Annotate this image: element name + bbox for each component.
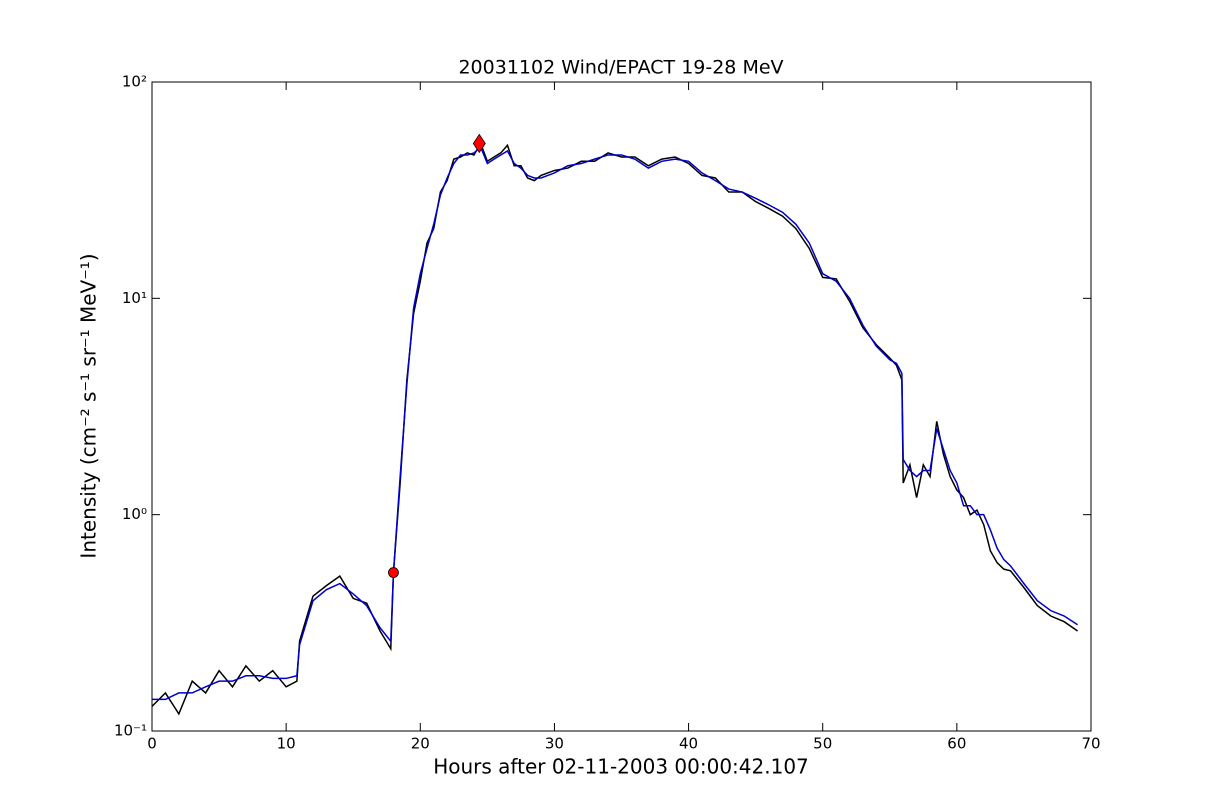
- x-tick-label: 70: [1081, 735, 1100, 753]
- chart-title: 20031102 Wind/EPACT 19-28 MeV: [458, 57, 783, 79]
- data-line: [152, 145, 1078, 701]
- x-tick-label: 0: [147, 735, 157, 753]
- y-tick-label: 10¹: [122, 289, 147, 307]
- y-tick-label: 10⁻¹: [114, 722, 147, 740]
- x-tick-label: 40: [679, 735, 698, 753]
- plot-frame: [151, 81, 1092, 732]
- y-axis-label: Intensity (cm⁻² s⁻¹ sr⁻¹ MeV⁻¹): [77, 253, 101, 558]
- x-tick-label: 50: [813, 735, 832, 753]
- x-tick-label: 30: [545, 735, 564, 753]
- x-tick-label: 60: [947, 735, 966, 753]
- y-tick-label: 10⁰: [122, 505, 147, 523]
- onset-marker: [388, 567, 399, 578]
- x-axis-label: Hours after 02-11-2003 00:00:42.107: [433, 755, 809, 779]
- peak-marker: [472, 133, 486, 154]
- y-tick-label: 10²: [122, 73, 147, 91]
- x-tick-label: 10: [277, 735, 296, 753]
- x-tick-label: 20: [411, 735, 430, 753]
